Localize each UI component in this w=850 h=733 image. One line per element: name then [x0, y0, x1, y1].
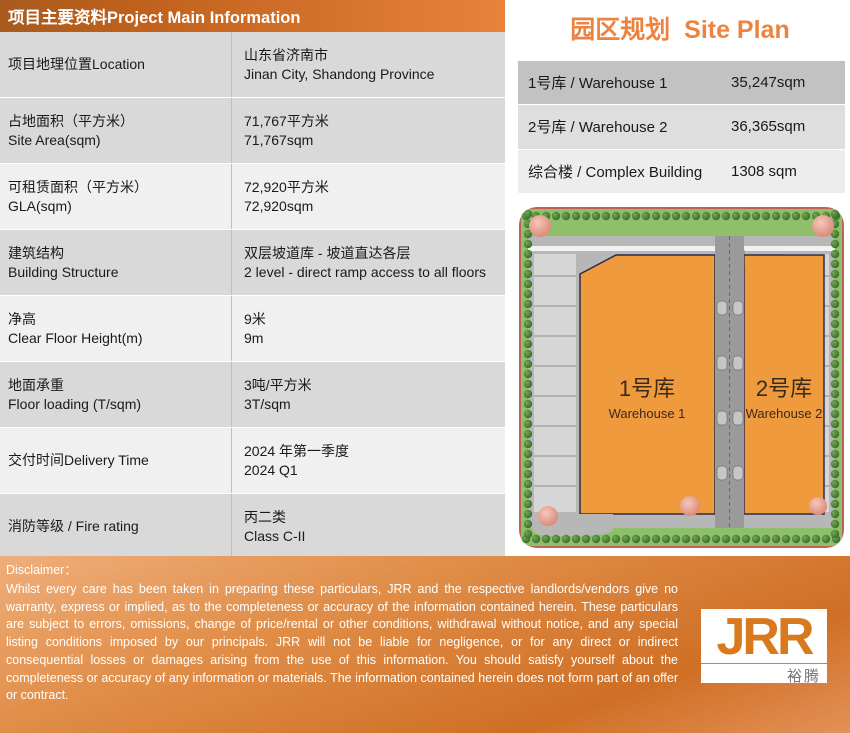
svg-text:Warehouse 2: Warehouse 2: [746, 406, 823, 421]
svg-text:1号库: 1号库: [619, 376, 675, 401]
svg-text:Warehouse 1: Warehouse 1: [609, 406, 686, 421]
svg-text:2号库: 2号库: [756, 376, 812, 401]
